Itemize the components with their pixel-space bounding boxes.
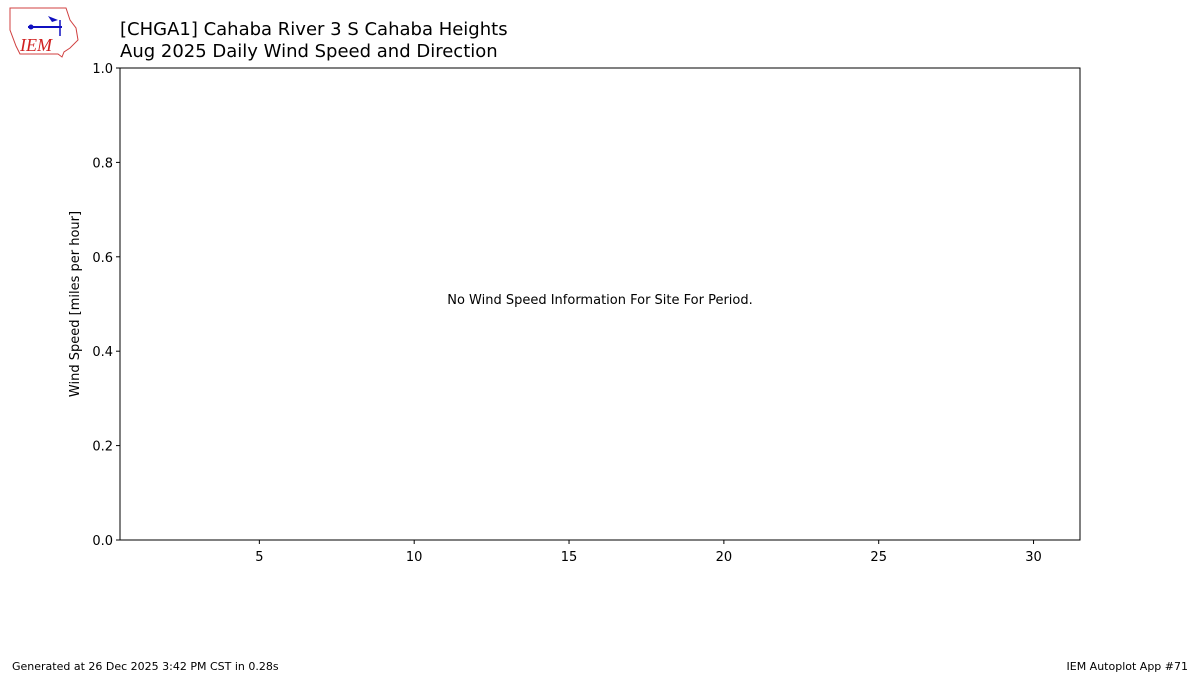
y-tick-label: 1.0 (92, 62, 113, 77)
y-axis-label: Wind Speed [miles per hour] (68, 211, 83, 397)
x-tick-label: 10 (406, 550, 423, 565)
annotation: No Wind Speed Information For Site For P… (447, 293, 753, 308)
chart-subtitle: Aug 2025 Daily Wind Speed and Direction (120, 41, 498, 62)
y-tick-label: 0.0 (92, 534, 113, 549)
x-tick-label: 15 (561, 550, 578, 565)
y-tick-label: 0.6 (92, 251, 113, 266)
plot-frame (119, 67, 1081, 541)
x-tick-label: 25 (870, 550, 887, 565)
footer-right: IEM Autoplot App #71 (1067, 660, 1189, 673)
x-tick-label: 20 (716, 550, 733, 565)
y-tick-label: 0.8 (92, 156, 113, 171)
footer-left: Generated at 26 Dec 2025 3:42 PM CST in … (12, 660, 279, 673)
y-tick-label: 0.2 (92, 440, 113, 455)
y-tick-label: 0.4 (92, 345, 113, 360)
chart-title: [CHGA1] Cahaba River 3 S Cahaba Heights (120, 19, 508, 40)
x-tick-label: 30 (1025, 550, 1042, 565)
logo: IEM (9, 7, 79, 58)
x-tick-label: 5 (255, 550, 263, 565)
logo-text: IEM (19, 35, 53, 55)
